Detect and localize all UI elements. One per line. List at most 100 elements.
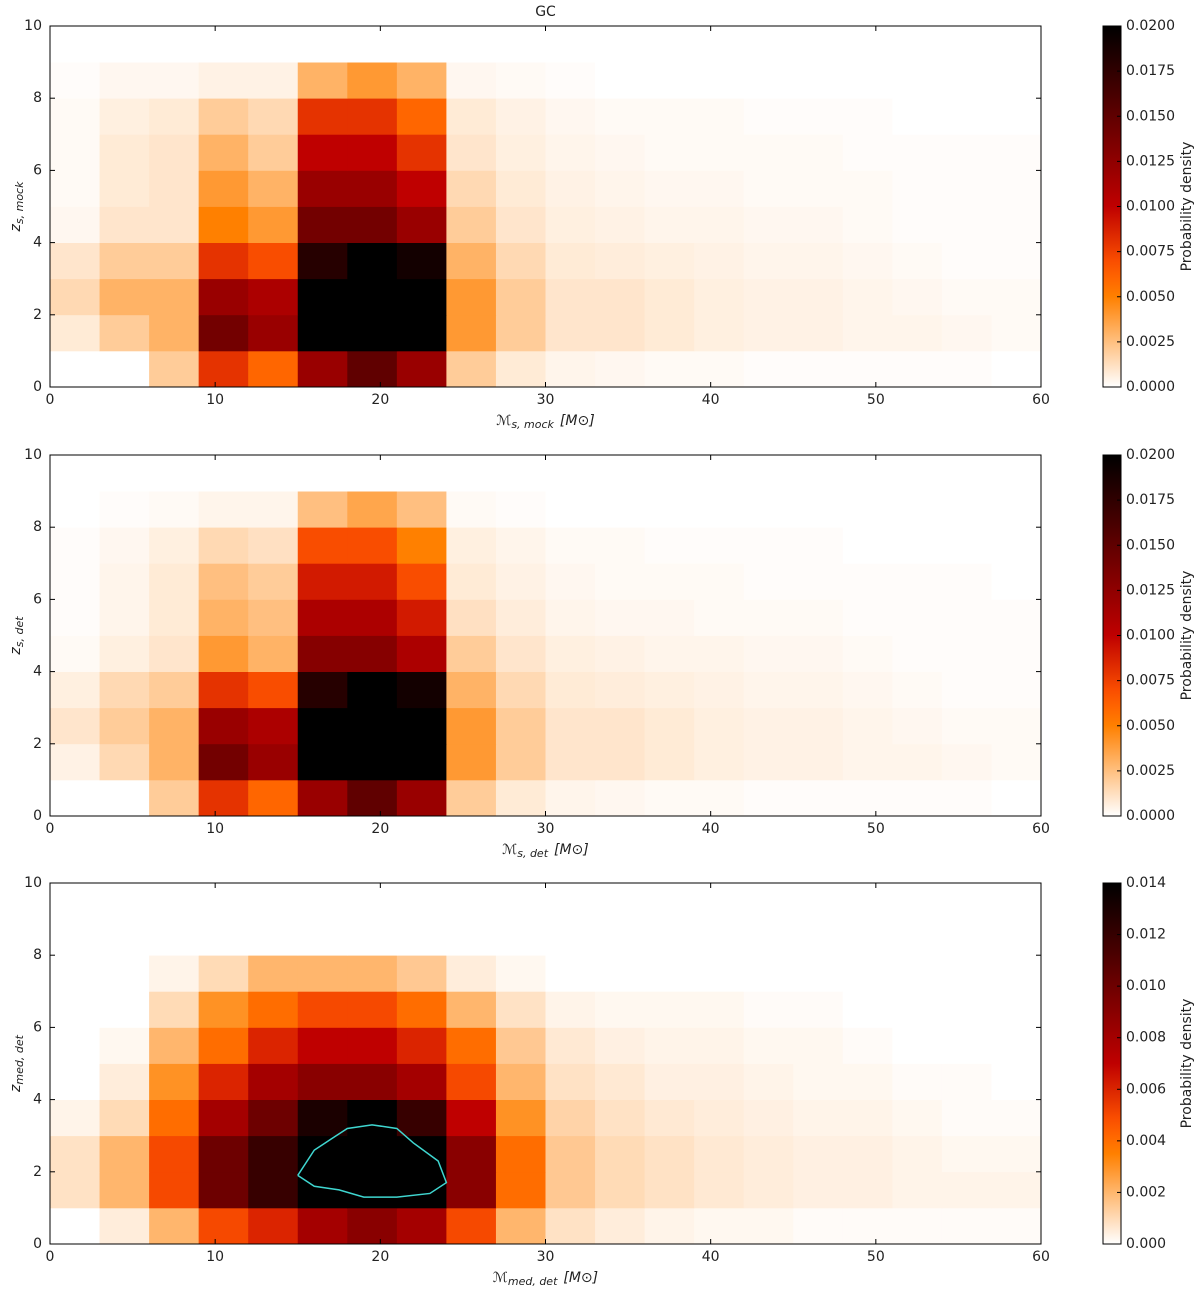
heatmap-cell <box>694 98 745 135</box>
heatmap-cell <box>743 1099 794 1137</box>
heatmap-cell <box>149 350 200 388</box>
colorbar-tick-label: 0.000 <box>1126 1236 1166 1252</box>
heatmap-cell <box>793 1171 844 1209</box>
heatmap-cell <box>644 206 695 243</box>
heatmap-cell <box>941 743 992 781</box>
heatmap-cell <box>297 991 348 1028</box>
heatmap-cell <box>446 62 497 99</box>
heatmap-cell <box>595 1027 645 1064</box>
heatmap-cell <box>297 599 348 636</box>
heatmap-cell <box>694 170 745 207</box>
heatmap-cell <box>396 599 447 636</box>
heatmap-cell <box>644 635 695 672</box>
heatmap-cell <box>793 1027 844 1064</box>
heatmap-cell <box>545 98 596 135</box>
heatmap-cell <box>842 919 893 956</box>
heatmap-cell <box>694 883 745 920</box>
heatmap-cell <box>545 350 596 388</box>
heatmap-cell <box>694 26 745 63</box>
heatmap-cell <box>149 779 200 817</box>
heatmap-cell <box>347 599 398 636</box>
heatmap-cell <box>892 1027 943 1064</box>
heatmap-cell <box>694 707 745 745</box>
heatmap-cell <box>99 62 150 99</box>
y-tick-label: 6 <box>33 591 42 607</box>
heatmap-cell <box>842 991 893 1028</box>
y-tick-label: 2 <box>33 307 42 323</box>
heatmap-cell <box>248 991 299 1028</box>
heatmap-cell <box>50 491 100 528</box>
heatmap-cell <box>545 1207 596 1245</box>
y-tick-label: 10 <box>24 875 42 891</box>
heatmap-cell <box>545 278 596 316</box>
heatmap-cell <box>991 1207 1042 1245</box>
y-tick-label: 2 <box>33 736 42 752</box>
heatmap-cell <box>743 527 794 564</box>
heatmap-cell <box>793 883 844 920</box>
y-tick-label: 4 <box>33 1092 42 1108</box>
heatmap-cell <box>743 350 794 388</box>
heatmap-cell <box>495 635 546 672</box>
heatmap-cell <box>793 991 844 1028</box>
heatmap-cell <box>99 1207 150 1245</box>
y-tick-label: 0 <box>33 1236 42 1252</box>
heatmap-cell <box>495 1171 546 1209</box>
heatmap-cell <box>793 98 844 135</box>
heatmap-cell <box>347 314 398 352</box>
heatmap-cell <box>446 743 497 781</box>
y-tick-label: 8 <box>33 90 42 106</box>
colorbar-tick-label: 0.0050 <box>1126 289 1175 305</box>
heatmap-cell <box>198 1171 249 1209</box>
chart-title: GC <box>535 4 556 20</box>
heatmap-cell <box>198 134 249 171</box>
heatmap-cell <box>198 707 249 745</box>
heatmap-cell <box>941 242 992 280</box>
heatmap-cell <box>892 919 943 956</box>
heatmap-cell <box>793 599 844 636</box>
heatmap-cell <box>149 1171 200 1209</box>
heatmap-cell <box>793 350 844 388</box>
heatmap-cell <box>743 491 794 528</box>
heatmap-cell <box>347 1027 398 1064</box>
heatmap-cell <box>198 455 249 492</box>
heatmap-cell <box>991 314 1042 352</box>
heatmap-cell <box>446 242 497 280</box>
heatmap-cell <box>793 1207 844 1245</box>
heatmap-cell <box>297 62 348 99</box>
heatmap-cell <box>793 1099 844 1137</box>
heatmap-cell <box>991 350 1042 388</box>
heatmap-cell <box>248 955 299 992</box>
y-tick-label: 8 <box>33 519 42 535</box>
heatmap-cell <box>941 1099 992 1137</box>
heatmap-cell <box>149 206 200 243</box>
heatmap-cell <box>644 62 695 99</box>
heatmap-cell <box>50 635 100 672</box>
heatmap-cell <box>595 242 645 280</box>
heatmap-cell <box>446 527 497 564</box>
heatmap-cell <box>842 707 893 745</box>
heatmap-cell <box>892 599 943 636</box>
x-tick-label: 50 <box>867 392 885 408</box>
heatmap-cell <box>99 98 150 135</box>
heatmap-cell <box>842 955 893 992</box>
heatmap-cell <box>892 1171 943 1209</box>
heatmap-cell <box>644 1171 695 1209</box>
heatmap-cell <box>297 1135 348 1173</box>
heatmap-cell <box>446 1135 497 1173</box>
heatmap-cell <box>248 26 299 63</box>
heatmap-cell <box>892 955 943 992</box>
heatmap-cell <box>446 314 497 352</box>
heatmap-cell <box>446 1063 497 1100</box>
heatmap-cell <box>644 98 695 135</box>
heatmap-cell <box>396 671 447 709</box>
heatmap-cell <box>743 883 794 920</box>
heatmap-cell <box>446 170 497 207</box>
heatmap-cell <box>149 955 200 992</box>
heatmap-cell <box>941 635 992 672</box>
heatmap-cell <box>446 991 497 1028</box>
colorbar-tick-label: 0.0200 <box>1126 447 1175 463</box>
heatmap-cell <box>941 527 992 564</box>
x-label-subscript: s, det <box>517 847 548 860</box>
y-tick-label: 4 <box>33 235 42 251</box>
heatmap-cell <box>495 527 546 564</box>
